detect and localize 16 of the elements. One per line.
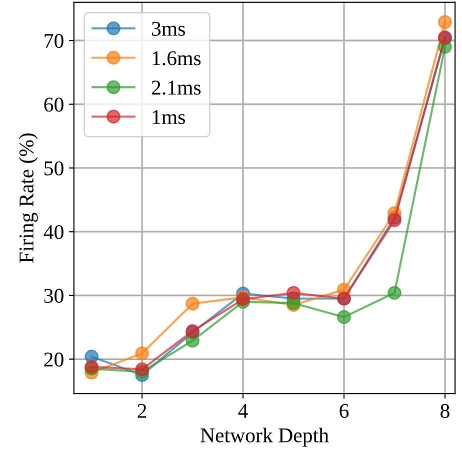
x-tick-label: 2 bbox=[138, 404, 146, 418]
y-tick-label: 60 bbox=[44, 98, 64, 112]
y-tick-label: 70 bbox=[44, 34, 64, 48]
legend-label: 3ms bbox=[152, 22, 185, 36]
legend-label: 1ms bbox=[152, 110, 185, 124]
legend-label: 1.6ms bbox=[152, 51, 201, 66]
y-tick-label: 20 bbox=[44, 352, 64, 367]
legend-label: 2.1ms bbox=[152, 80, 201, 95]
y-tick-label: 30 bbox=[44, 288, 64, 303]
x-tick-label: 6 bbox=[340, 404, 349, 418]
y-axis-title: Firing Rate (%) bbox=[18, 133, 38, 263]
x-axis-title: Network Depth bbox=[200, 428, 329, 447]
y-tick-label: 50 bbox=[44, 161, 64, 176]
x-tick-label: 8 bbox=[440, 404, 450, 418]
y-tick-label: 40 bbox=[44, 225, 64, 240]
x-tick-label: 4 bbox=[238, 404, 248, 418]
